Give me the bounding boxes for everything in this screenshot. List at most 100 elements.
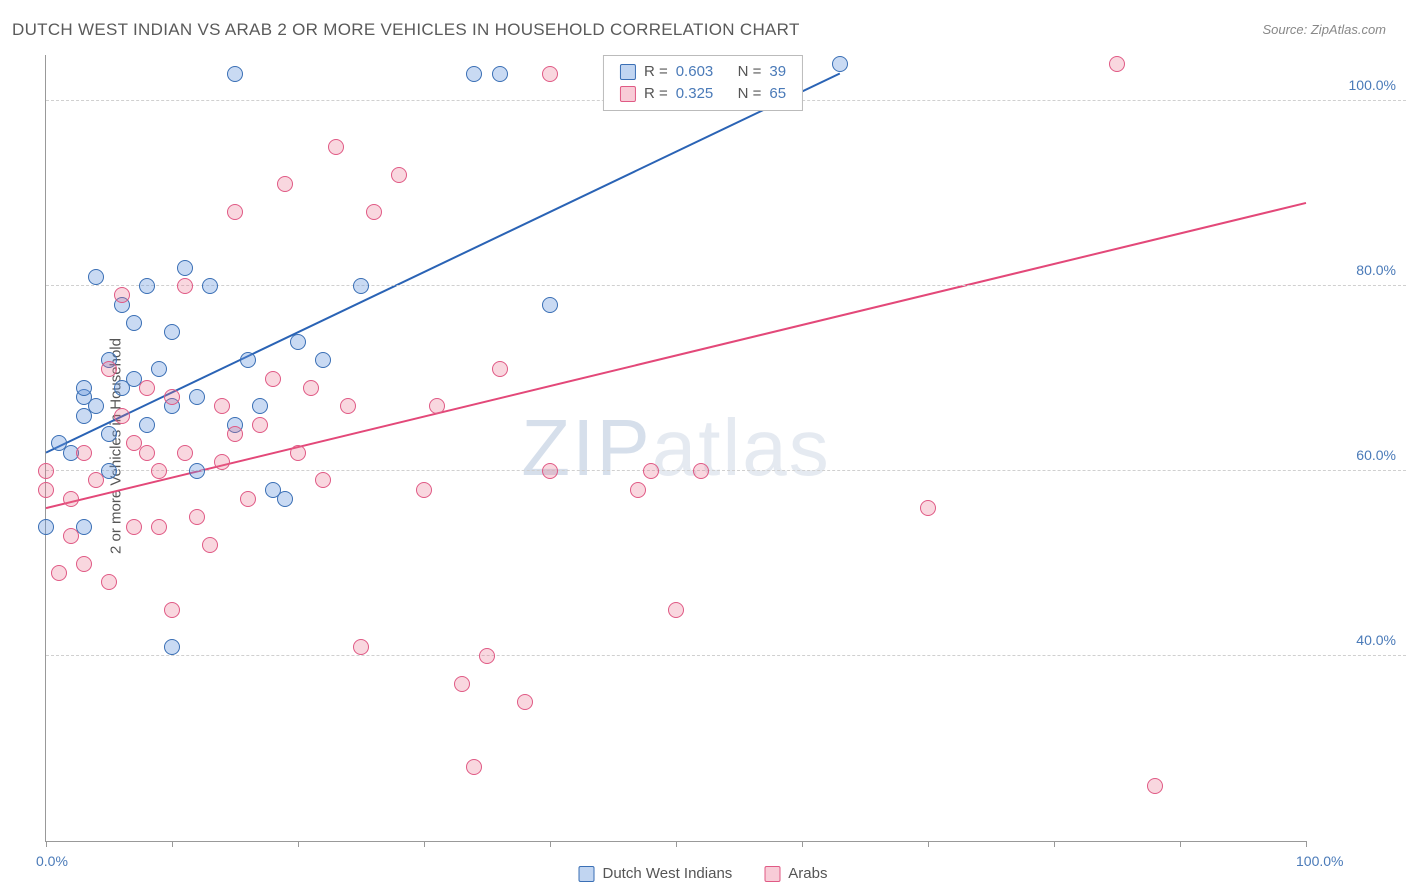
data-point: [466, 759, 482, 775]
data-point: [51, 565, 67, 581]
data-point: [1147, 778, 1163, 794]
data-point: [177, 445, 193, 461]
n-value: 65: [769, 83, 786, 105]
legend-row-pink: R = 0.325 N = 65: [620, 83, 786, 105]
data-point: [88, 398, 104, 414]
data-point: [303, 380, 319, 396]
plot-area: ZIPatlas 40.0%60.0%80.0%100.0%0.0%100.0%: [45, 55, 1306, 842]
gridline: [46, 285, 1406, 286]
data-point: [265, 371, 281, 387]
data-point: [252, 417, 268, 433]
data-point: [202, 278, 218, 294]
data-point: [668, 602, 684, 618]
data-point: [164, 602, 180, 618]
data-point: [76, 556, 92, 572]
trend-line: [46, 203, 1306, 508]
data-point: [101, 361, 117, 377]
data-point: [76, 380, 92, 396]
gridline: [46, 470, 1406, 471]
data-point: [429, 398, 445, 414]
x-tick: [928, 841, 929, 847]
gridline: [46, 655, 1406, 656]
data-point: [315, 352, 331, 368]
trend-lines: [46, 55, 1306, 841]
data-point: [189, 389, 205, 405]
r-value: 0.603: [676, 61, 714, 83]
chart-title: DUTCH WEST INDIAN VS ARAB 2 OR MORE VEHI…: [12, 20, 800, 40]
data-point: [492, 361, 508, 377]
data-point: [340, 398, 356, 414]
data-point: [114, 287, 130, 303]
n-label: N =: [738, 83, 762, 105]
data-point: [151, 463, 167, 479]
data-point: [101, 426, 117, 442]
legend-stats: R = 0.603 N = 39 R = 0.325 N = 65: [603, 55, 803, 111]
data-point: [240, 352, 256, 368]
data-point: [38, 482, 54, 498]
data-point: [542, 297, 558, 313]
r-label: R =: [644, 83, 668, 105]
data-point: [492, 66, 508, 82]
data-point: [290, 445, 306, 461]
data-point: [139, 417, 155, 433]
x-tick: [46, 841, 47, 847]
data-point: [164, 324, 180, 340]
data-point: [151, 519, 167, 535]
swatch-pink-icon: [620, 86, 636, 102]
data-point: [214, 454, 230, 470]
x-tick: [424, 841, 425, 847]
data-point: [63, 528, 79, 544]
data-point: [88, 472, 104, 488]
x-tick: [1180, 841, 1181, 847]
swatch-blue-icon: [579, 866, 595, 882]
y-tick-label: 100.0%: [1349, 77, 1396, 93]
data-point: [277, 491, 293, 507]
r-value: 0.325: [676, 83, 714, 105]
data-point: [252, 398, 268, 414]
swatch-blue-icon: [620, 64, 636, 80]
data-point: [76, 445, 92, 461]
data-point: [151, 361, 167, 377]
data-point: [542, 463, 558, 479]
data-point: [214, 398, 230, 414]
data-point: [101, 574, 117, 590]
data-point: [517, 694, 533, 710]
source-attribution: Source: ZipAtlas.com: [1262, 22, 1386, 37]
data-point: [643, 463, 659, 479]
data-point: [227, 204, 243, 220]
data-point: [139, 278, 155, 294]
data-point: [202, 537, 218, 553]
data-point: [366, 204, 382, 220]
data-point: [693, 463, 709, 479]
n-label: N =: [738, 61, 762, 83]
data-point: [139, 445, 155, 461]
data-point: [38, 519, 54, 535]
y-tick-label: 80.0%: [1356, 262, 1396, 278]
legend-label: Dutch West Indians: [603, 865, 733, 882]
data-point: [63, 491, 79, 507]
x-tick-label: 0.0%: [36, 853, 68, 869]
data-point: [290, 334, 306, 350]
data-point: [227, 426, 243, 442]
data-point: [920, 500, 936, 516]
data-point: [466, 66, 482, 82]
data-point: [630, 482, 646, 498]
x-tick: [676, 841, 677, 847]
data-point: [391, 167, 407, 183]
data-point: [177, 278, 193, 294]
legend-row-blue: R = 0.603 N = 39: [620, 61, 786, 83]
data-point: [240, 491, 256, 507]
x-tick: [172, 841, 173, 847]
data-point: [177, 260, 193, 276]
x-tick: [298, 841, 299, 847]
data-point: [164, 389, 180, 405]
data-point: [139, 380, 155, 396]
data-point: [126, 315, 142, 331]
data-point: [88, 269, 104, 285]
x-tick: [1306, 841, 1307, 847]
x-tick: [550, 841, 551, 847]
data-point: [542, 66, 558, 82]
x-tick-label: 100.0%: [1296, 853, 1343, 869]
data-point: [1109, 56, 1125, 72]
data-point: [189, 463, 205, 479]
